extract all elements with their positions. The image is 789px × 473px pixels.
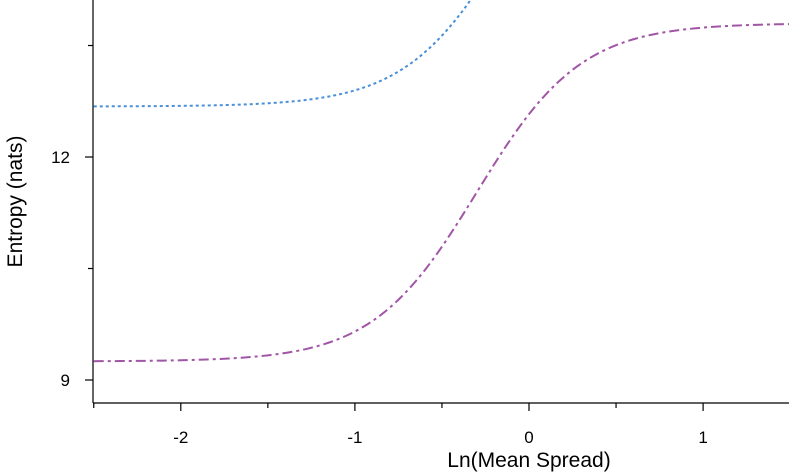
y-axis-label: Entropy (nats)	[4, 136, 27, 268]
y-tick-label: 9	[61, 371, 70, 390]
x-tick-label: 0	[524, 428, 533, 447]
x-tick-label: -1	[347, 428, 362, 447]
series-group	[93, 0, 789, 363]
x-tick-label: 1	[698, 428, 707, 447]
y-tick-label: 12	[51, 148, 70, 167]
y-ticks: 9121518	[51, 44, 93, 390]
x-tick-label: -2	[173, 428, 188, 447]
x-axis-label: Ln(Mean Spread)	[447, 449, 610, 472]
x-ticks: -2 -1 0 1	[93, 403, 708, 447]
series-line-dash-dot	[93, 23, 789, 363]
series-line-dotted	[93, 0, 472, 108]
